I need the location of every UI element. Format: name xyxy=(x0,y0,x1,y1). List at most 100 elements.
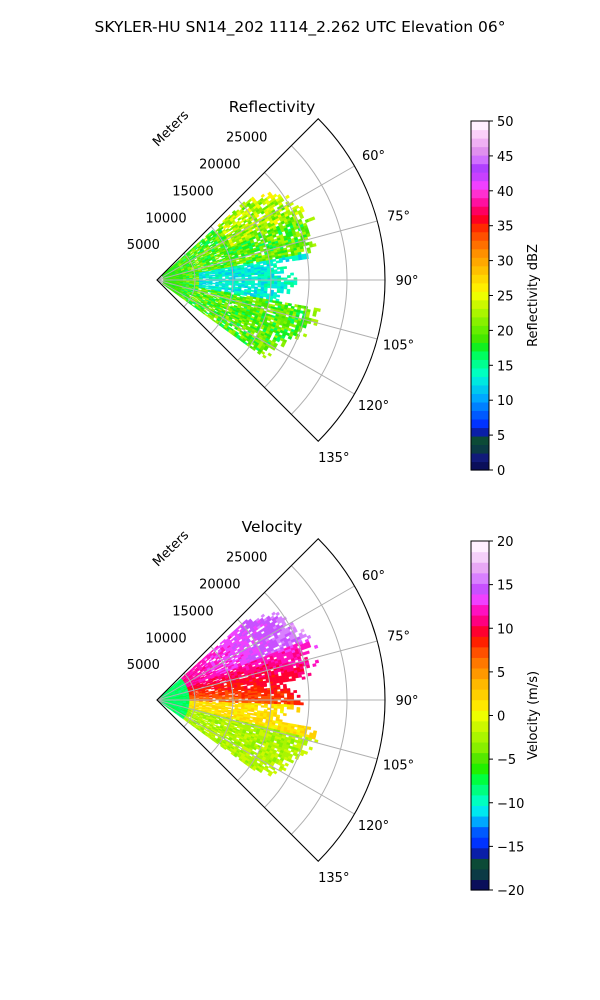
echo-cell xyxy=(261,701,265,705)
echo-cell xyxy=(211,272,216,275)
echo-cell xyxy=(192,277,197,279)
echo-cell xyxy=(246,292,251,296)
echo-cell xyxy=(285,678,290,683)
echo-cell xyxy=(290,284,294,288)
echo-cell xyxy=(234,275,239,278)
echo-cell xyxy=(279,290,284,294)
azimuth-tick-label: 120° xyxy=(358,399,389,414)
echo-cell xyxy=(286,690,291,694)
echo-cell xyxy=(234,692,239,695)
echo-cell xyxy=(297,674,303,678)
echo-cell xyxy=(212,696,216,699)
echo-cell xyxy=(283,690,288,694)
reflectivity-title: Reflectivity xyxy=(229,98,316,116)
echo-cell xyxy=(261,695,265,699)
echo-cell xyxy=(208,700,213,703)
echo-cell xyxy=(223,684,228,688)
echo-cell xyxy=(210,685,215,688)
echo-cell xyxy=(228,704,232,707)
echo-cell xyxy=(310,216,316,221)
echo-cell xyxy=(261,303,266,308)
colorbar-swatch xyxy=(471,376,489,386)
echo-cell xyxy=(247,709,252,712)
colorbar-swatch xyxy=(471,163,489,173)
colorbar-tick-label: 35 xyxy=(497,220,514,235)
echo-cell xyxy=(288,255,293,260)
echo-cell xyxy=(202,277,206,279)
echo-cell xyxy=(305,664,311,669)
echo-cell xyxy=(224,704,229,707)
echo-cell xyxy=(254,694,259,697)
echo-cell xyxy=(296,694,301,698)
echo-cell xyxy=(234,701,239,704)
echo-cell xyxy=(299,702,304,706)
colorbar-tick-label: 40 xyxy=(497,185,514,200)
azimuth-tick-label: 105° xyxy=(383,339,414,354)
colorbar-swatch xyxy=(471,223,489,233)
colorbar-swatch xyxy=(471,367,489,377)
radial-tick-label: 5000 xyxy=(127,238,160,253)
radial-axis-label: Meters xyxy=(150,108,192,150)
echo-cell xyxy=(205,277,210,279)
echo-cell xyxy=(312,312,317,317)
echo-cell xyxy=(291,257,296,262)
echo-cell xyxy=(306,233,311,238)
colorbar-swatch xyxy=(471,121,489,131)
colorbar-swatch xyxy=(471,138,489,148)
echo-cell xyxy=(221,274,226,277)
echo-cell xyxy=(228,695,233,698)
echo-cell xyxy=(300,671,305,675)
colorbar-swatch xyxy=(471,461,489,471)
colorbar-swatch xyxy=(471,384,489,394)
colorbar-swatch xyxy=(471,308,489,318)
echo-cell xyxy=(280,270,285,274)
echo-cell xyxy=(234,283,239,286)
echo-cell xyxy=(195,276,200,278)
echo-cell xyxy=(290,704,294,708)
echo-cell xyxy=(267,352,272,357)
echo-cell xyxy=(312,663,317,668)
colorbar-swatch xyxy=(471,410,489,420)
echo-cell xyxy=(202,702,206,705)
echo-cell xyxy=(312,243,317,248)
echo-cell xyxy=(276,271,281,274)
echo-cell xyxy=(257,276,262,279)
echo-cell xyxy=(293,689,298,694)
echo-cell xyxy=(243,682,248,685)
echo-cell xyxy=(198,704,203,707)
colorbar-swatch xyxy=(471,350,489,360)
echo-cell xyxy=(240,689,245,692)
echo-cell xyxy=(277,701,282,705)
echo-cell xyxy=(290,692,294,696)
echo-cell xyxy=(202,282,206,285)
echo-cell xyxy=(225,277,229,280)
colorbar-swatch xyxy=(471,214,489,224)
radial-tick-label: 10000 xyxy=(145,211,186,226)
colorbar-swatch xyxy=(471,180,489,190)
colorbar-swatch xyxy=(471,418,489,429)
echo-cell xyxy=(279,710,284,714)
echo-cell xyxy=(276,686,281,690)
colorbar-swatch xyxy=(471,325,489,335)
echo-cell xyxy=(290,272,294,276)
colorbar-swatch xyxy=(471,231,489,241)
echo-cell xyxy=(238,275,242,278)
echo-cell xyxy=(276,706,281,709)
echo-cell xyxy=(307,672,312,677)
echo-cell xyxy=(305,650,310,655)
echo-cell xyxy=(241,285,245,288)
echo-cell xyxy=(205,284,210,286)
echo-cell xyxy=(273,265,278,268)
echo-cell xyxy=(241,696,246,699)
echo-cell xyxy=(205,282,210,284)
echo-cell xyxy=(274,701,278,705)
echo-cell xyxy=(228,691,232,695)
echo-cell xyxy=(194,690,199,693)
echo-cell xyxy=(271,254,276,258)
echo-cell xyxy=(274,281,278,285)
echo-cell xyxy=(286,291,291,295)
echo-cell xyxy=(290,702,295,706)
echo-cell xyxy=(276,266,281,270)
echo-cell xyxy=(249,682,254,686)
